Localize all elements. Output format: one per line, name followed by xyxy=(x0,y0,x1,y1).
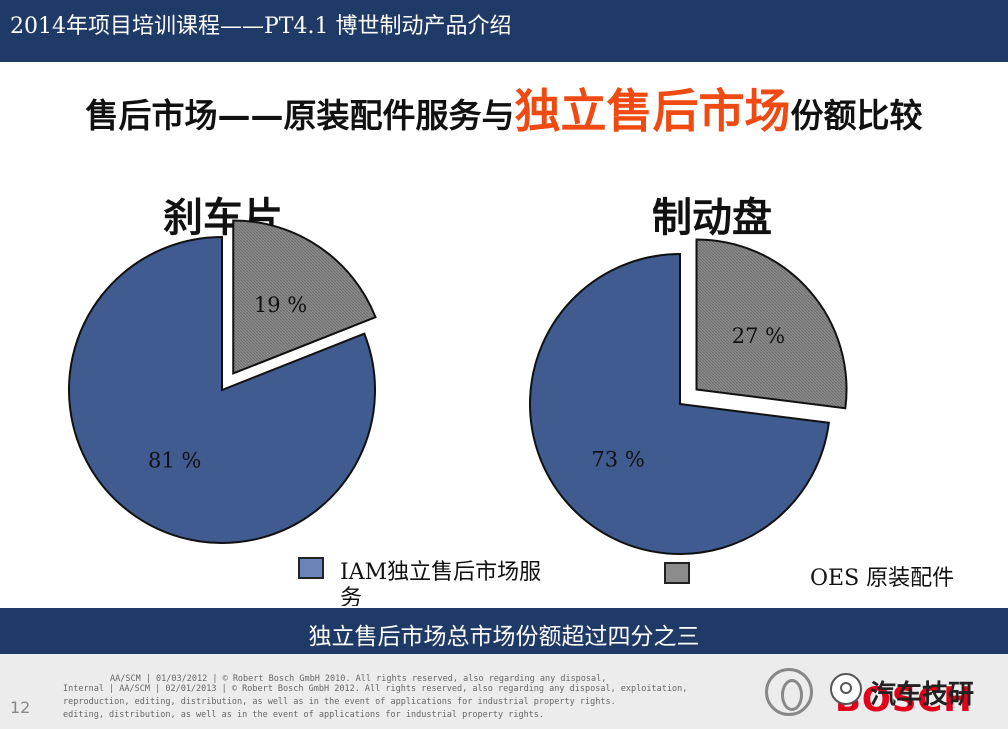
pie-slice-oes-brake-discs xyxy=(695,238,848,410)
pie-slice-oes-brake-discs-label: 27 % xyxy=(732,324,785,348)
pie-slice-oes-brake-pads xyxy=(232,219,377,375)
legal-notice-3: reproduction, editing, distribution, as … xyxy=(63,697,616,707)
chart-title-brake-discs: 制动盘 xyxy=(652,195,772,241)
bottom-banner-text: 独立售后市场总市场份额超过四分之三 xyxy=(308,624,700,650)
header-bar xyxy=(0,0,1008,62)
wechat-icon xyxy=(830,673,862,705)
title-suffix: 份额比较 xyxy=(790,96,923,135)
legend-label-oes: OES 原装配件 xyxy=(810,566,955,591)
title-prefix: 售后市场——原装配件服务与 xyxy=(85,96,515,135)
legal-notice-1: AA/SCM | 01/03/2012 | © Robert Bosch Gmb… xyxy=(110,674,607,684)
legend-swatch-iam xyxy=(298,557,324,579)
bosch-logo-icon xyxy=(765,668,813,716)
bottom-banner xyxy=(0,608,1008,654)
pie-chart-brake-pads: 81 % 19 % xyxy=(68,219,377,544)
legal-notice-4: editing, distribution, as well as in the… xyxy=(63,710,545,720)
title-highlight: 独立售后市场 xyxy=(514,84,791,138)
pie-slice-iam-brake-discs-label: 73 % xyxy=(591,448,644,472)
legend-label-iam: IAM独立售后市场服务 xyxy=(340,560,542,606)
pie-slice-iam-brake-pads-label: 81 % xyxy=(148,449,201,473)
slide-title: 售后市场——原装配件服务与独立售后市场份额比较 xyxy=(0,75,1008,141)
legend-swatch-oes xyxy=(664,562,690,584)
legal-notice-2: Internal | AA/SCM | 02/01/2013 | © Rober… xyxy=(63,684,688,694)
header-title: 2014年项目培训课程——PT4.1 博世制动产品介绍 xyxy=(10,14,512,39)
pie-chart-brake-discs: 73 % 27 % xyxy=(529,238,848,555)
pie-slice-iam-brake-pads xyxy=(68,235,376,544)
pie-slice-iam-brake-discs xyxy=(529,252,830,555)
pie-slice-oes-brake-pads-label: 19 % xyxy=(254,293,307,317)
watermark-text: 汽车技研 xyxy=(870,680,975,710)
page-number: 12 xyxy=(10,698,31,717)
